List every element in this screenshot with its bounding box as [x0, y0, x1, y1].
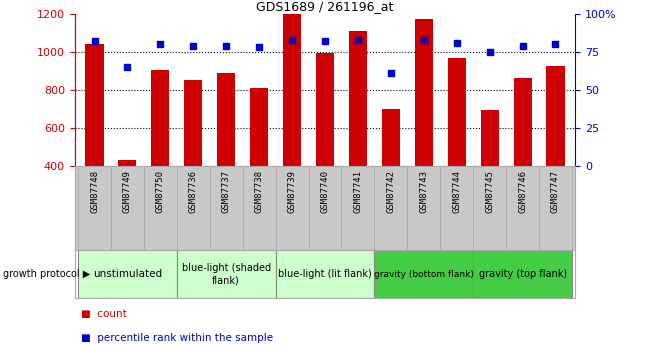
- Bar: [480, 110, 499, 166]
- Bar: [85, 44, 103, 166]
- Text: GSM87742: GSM87742: [386, 170, 395, 213]
- Point: [551, 41, 561, 47]
- Text: growth protocol ▶: growth protocol ▶: [3, 269, 90, 279]
- Bar: [283, 14, 301, 166]
- Text: ■  percentile rank within the sample: ■ percentile rank within the sample: [81, 333, 274, 343]
- Bar: [276, 250, 374, 298]
- Bar: [184, 80, 202, 166]
- Text: GSM87744: GSM87744: [452, 170, 462, 213]
- Text: GSM87740: GSM87740: [320, 170, 330, 213]
- Point: [221, 43, 231, 48]
- Text: GSM87745: GSM87745: [485, 170, 494, 213]
- Bar: [217, 73, 235, 166]
- Text: GSM87750: GSM87750: [156, 170, 165, 213]
- Text: GSM87739: GSM87739: [287, 170, 296, 213]
- Bar: [415, 19, 433, 166]
- Text: GSM87736: GSM87736: [188, 170, 198, 213]
- Text: blue-light (shaded
flank): blue-light (shaded flank): [181, 264, 271, 285]
- Point: [155, 41, 166, 47]
- Bar: [349, 31, 367, 166]
- Point: [254, 45, 265, 50]
- Bar: [177, 250, 276, 298]
- Point: [419, 37, 429, 42]
- Text: blue-light (lit flank): blue-light (lit flank): [278, 269, 372, 279]
- Bar: [151, 70, 170, 166]
- Point: [353, 37, 363, 42]
- Bar: [382, 109, 400, 166]
- Bar: [316, 53, 334, 166]
- Text: GSM87749: GSM87749: [123, 170, 132, 213]
- Bar: [448, 58, 466, 166]
- Point: [385, 70, 396, 76]
- Bar: [78, 250, 177, 298]
- Bar: [118, 160, 136, 166]
- Text: gravity (bottom flank): gravity (bottom flank): [374, 270, 474, 279]
- Point: [122, 64, 133, 70]
- Point: [287, 37, 297, 42]
- Text: GSM87738: GSM87738: [255, 170, 264, 213]
- Text: GSM87737: GSM87737: [222, 170, 231, 213]
- Bar: [250, 88, 268, 166]
- Point: [89, 38, 99, 44]
- Point: [452, 40, 462, 46]
- Text: gravity (top flank): gravity (top flank): [478, 269, 567, 279]
- Point: [188, 43, 198, 48]
- Text: GSM87746: GSM87746: [518, 170, 527, 213]
- Title: GDS1689 / 261196_at: GDS1689 / 261196_at: [256, 0, 394, 13]
- Text: GSM87743: GSM87743: [419, 170, 428, 213]
- Bar: [514, 78, 532, 166]
- Point: [517, 43, 528, 48]
- Text: GSM87741: GSM87741: [354, 170, 363, 213]
- Text: GSM87747: GSM87747: [551, 170, 560, 213]
- Point: [320, 38, 330, 44]
- Text: GSM87748: GSM87748: [90, 170, 99, 213]
- Bar: [374, 250, 473, 298]
- Bar: [473, 250, 572, 298]
- Point: [484, 49, 495, 55]
- Bar: [547, 66, 565, 166]
- Text: unstimulated: unstimulated: [93, 269, 162, 279]
- Text: ■  count: ■ count: [81, 309, 127, 319]
